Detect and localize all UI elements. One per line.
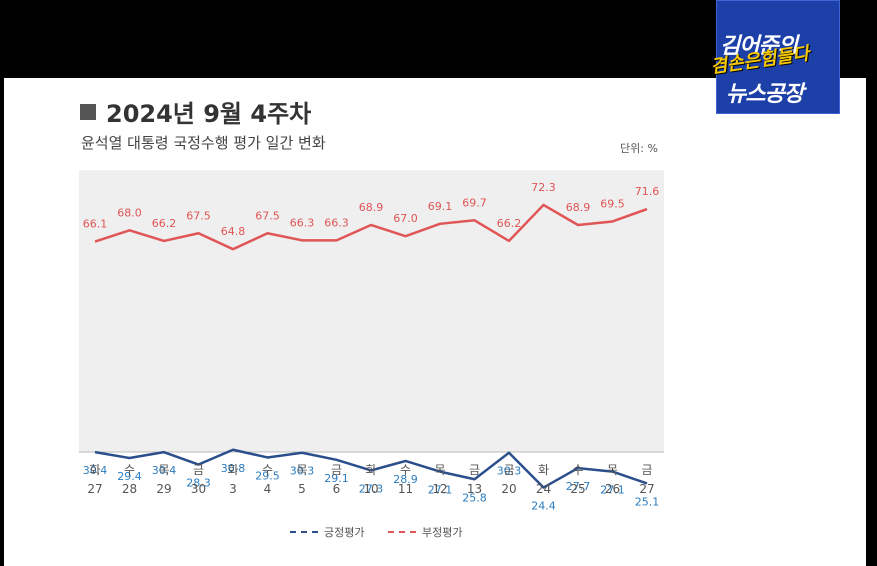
x-tick-day: 수 — [262, 463, 273, 477]
x-tick-date: 26 — [605, 482, 620, 496]
legend-negative: 부정평가 — [388, 524, 462, 540]
x-tick-date: 11 — [398, 482, 413, 496]
data-label: 29.4 — [117, 470, 142, 483]
x-tick-day: 목 — [296, 463, 307, 477]
x-tick-day: 화 — [89, 463, 100, 477]
brand-logo: 김어준의 겸손은힘들다 뉴스공장 — [709, 0, 840, 120]
data-label: 30.3 — [497, 465, 522, 478]
data-label: 27.7 — [566, 480, 591, 493]
brand-name: 김어준의 — [720, 34, 798, 59]
x-tick-date: 20 — [501, 482, 516, 496]
x-tick-date: 13 — [467, 482, 482, 496]
x-tick-date: 30 — [191, 482, 206, 496]
data-label: 29.1 — [324, 472, 349, 485]
x-tick-day: 수 — [572, 463, 583, 477]
brand-show: 뉴스공장 — [726, 82, 804, 107]
data-label: 66.1 — [83, 218, 108, 231]
x-tick-day: 수 — [124, 463, 135, 477]
x-tick-date: 27 — [87, 482, 102, 496]
data-label: 66.3 — [290, 216, 315, 229]
series-line-positive — [94, 448, 648, 489]
x-tick-day: 금 — [193, 463, 204, 477]
data-label: 68.9 — [566, 201, 591, 214]
data-label: 30.8 — [221, 462, 246, 475]
x-tick-day: 화 — [365, 463, 376, 477]
page-title: 2024년 9월 4주차 — [80, 94, 311, 129]
x-tick-date: 3 — [229, 482, 237, 496]
data-label: 72.3 — [531, 181, 556, 194]
x-tick-date: 5 — [298, 482, 306, 496]
x-tick-day: 금 — [469, 463, 480, 477]
unit-label: 단위: % — [620, 142, 658, 155]
x-tick-day: 화 — [227, 463, 238, 477]
x-tick-day: 목 — [158, 463, 169, 477]
legend-negative-swatch — [388, 531, 416, 533]
title-square-icon — [80, 103, 96, 120]
chart-subtitle: 윤석열 대통령 국정수행 평가 일간 변화 — [81, 134, 326, 152]
data-label: 28.3 — [186, 477, 211, 490]
x-tick-day: 금 — [641, 463, 652, 477]
data-label: 68.9 — [359, 201, 384, 214]
x-tick-date: 27 — [639, 482, 654, 496]
data-label: 64.8 — [221, 225, 246, 238]
data-label: 25.8 — [462, 491, 487, 504]
x-tick-day: 금 — [503, 463, 514, 477]
data-label: 30.4 — [83, 464, 108, 477]
x-tick-day: 화 — [538, 463, 549, 477]
x-tick-day: 금 — [331, 463, 342, 477]
data-label: 69.7 — [462, 196, 487, 209]
data-label: 69.1 — [428, 200, 453, 213]
brand-ars: ARS 멤버십 — [744, 156, 804, 169]
data-label: 71.6 — [635, 185, 660, 198]
data-label: 67.5 — [186, 209, 211, 222]
data-label: 27.3 — [359, 482, 384, 495]
data-label: 66.3 — [324, 216, 349, 229]
legend-negative-label: 부정평가 — [422, 526, 463, 539]
brand-box — [716, 0, 840, 114]
data-label: 68.0 — [117, 206, 142, 219]
data-label: 66.2 — [152, 217, 177, 230]
x-tick-day: 목 — [607, 463, 618, 477]
legend-positive-label: 긍정평가 — [324, 526, 365, 539]
x-tick-day: 목 — [434, 463, 445, 477]
series-line-negative — [94, 203, 648, 251]
x-tick-date: 6 — [333, 482, 341, 496]
data-label: 67.5 — [255, 209, 280, 222]
x-tick-date: 28 — [122, 482, 137, 496]
x-tick-date: 29 — [156, 482, 171, 496]
data-label: 29.5 — [255, 469, 280, 482]
data-label: 30.4 — [152, 464, 177, 477]
x-tick-date: 24 — [536, 482, 551, 496]
data-label: 30.3 — [290, 465, 315, 478]
x-tick-date: 12 — [432, 482, 447, 496]
legend-positive: 긍정평가 — [290, 524, 364, 540]
brand-phone: 1877-1907 — [718, 122, 830, 149]
data-label: 27.1 — [600, 484, 625, 497]
data-label: 24.4 — [531, 500, 556, 513]
x-tick-date: 4 — [264, 482, 272, 496]
legend-positive-swatch — [290, 531, 318, 533]
title-text: 2024년 9월 4주차 — [106, 100, 312, 128]
data-label: 28.9 — [393, 473, 418, 486]
x-tick-day: 수 — [400, 463, 411, 477]
data-label: 27.1 — [428, 484, 453, 497]
data-label: 66.2 — [497, 217, 522, 230]
x-tick-date: 25 — [570, 482, 585, 496]
x-tick-date: 10 — [363, 482, 378, 496]
data-label: 25.1 — [635, 495, 660, 508]
data-label: 69.5 — [600, 197, 625, 210]
data-label: 67.0 — [393, 212, 418, 225]
